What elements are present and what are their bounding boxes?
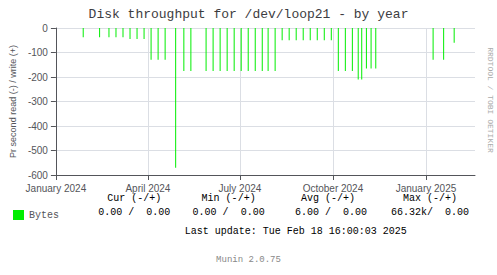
svg-text:Avg (-/+): Avg (-/+) [301, 193, 355, 204]
svg-text:-100: -100 [28, 47, 48, 58]
svg-text:0.00 / 0.00: 0.00 / 0.00 [193, 207, 265, 218]
svg-text:0.00 / 0.00: 0.00 / 0.00 [98, 207, 170, 218]
svg-text:Munin 2.0.75: Munin 2.0.75 [216, 255, 281, 265]
svg-text:Cur (-/+): Cur (-/+) [107, 193, 161, 204]
svg-text:April 2024: April 2024 [125, 183, 170, 194]
svg-text:RRDTOOL / TOBI OETIKER: RRDTOOL / TOBI OETIKER [486, 47, 495, 153]
svg-text:Pr second read (-) / write (+): Pr second read (-) / write (+) [8, 45, 18, 158]
svg-text:Bytes: Bytes [29, 210, 59, 221]
svg-text:July 2024: July 2024 [219, 183, 262, 194]
svg-text:-200: -200 [28, 72, 48, 83]
svg-text:January 2025: January 2025 [396, 183, 457, 194]
svg-text:-400: -400 [28, 121, 48, 132]
svg-text:January 2024: January 2024 [26, 183, 87, 194]
svg-text:Max (-/+): Max (-/+) [403, 193, 457, 204]
svg-text:-300: -300 [28, 96, 48, 107]
svg-text:-500: -500 [28, 145, 48, 156]
svg-text:6.00 / 0.00: 6.00 / 0.00 [289, 207, 367, 218]
svg-text:0: 0 [42, 23, 48, 34]
svg-text:Disk throughput for /dev/loop2: Disk throughput for /dev/loop21 - by yea… [89, 7, 409, 22]
svg-text:October 2024: October 2024 [303, 183, 364, 194]
svg-text:-600: -600 [28, 170, 48, 181]
svg-text:Last update: Tue Feb 18 16:00:: Last update: Tue Feb 18 16:00:03 2025 [185, 226, 407, 237]
svg-text:66.32k/ 0.00: 66.32k/ 0.00 [391, 207, 469, 218]
svg-text:Min (-/+): Min (-/+) [202, 193, 256, 204]
